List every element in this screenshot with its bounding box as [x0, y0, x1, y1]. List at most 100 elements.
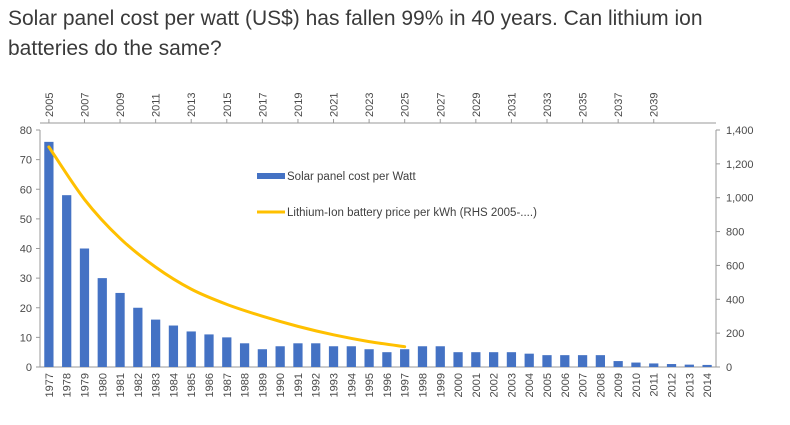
- left-axis-tick-label: 10: [20, 332, 32, 344]
- legend-label-solar: Solar panel cost per Watt: [287, 171, 416, 183]
- left-axis-tick-label: 80: [20, 125, 32, 137]
- top-axis-tick-label: 2027: [435, 93, 447, 117]
- left-axis-tick-label: 70: [20, 155, 32, 167]
- solar-bar: [400, 349, 410, 367]
- solar-bar: [506, 352, 517, 367]
- x-axis-tick-label: 1989: [257, 373, 269, 397]
- solar-bar: [417, 346, 428, 367]
- top-axis-tick-label: 2025: [400, 93, 412, 117]
- solar-bar: [133, 307, 143, 367]
- right-axis-tick-label: 200: [726, 328, 744, 340]
- x-axis-tick-label: 1986: [204, 373, 216, 397]
- chart-legend: Solar panel cost per Watt Lithium-Ion bat…: [257, 171, 537, 219]
- x-axis-tick-label: 2014: [702, 373, 714, 397]
- solar-bar: [222, 337, 232, 367]
- solar-bar: [275, 346, 285, 367]
- x-axis-tick-label: 2007: [578, 373, 590, 397]
- solar-bar: [435, 346, 445, 367]
- x-axis-tick-label: 1984: [168, 373, 180, 397]
- right-axis-tick-label: 1,000: [726, 193, 754, 205]
- solar-bar: [364, 349, 374, 367]
- right-axis-tick-label: 400: [726, 294, 744, 306]
- top-axis-tick-label: 2015: [222, 93, 234, 117]
- solar-bar: [542, 355, 552, 367]
- top-axis-tick-label: 2019: [293, 93, 305, 117]
- solar-bar: [471, 352, 481, 367]
- left-axis-tick-label: 30: [20, 273, 32, 285]
- top-axis-tick-label: 2039: [649, 93, 661, 117]
- x-axis-tick-label: 2002: [489, 373, 501, 397]
- line-series: [47, 145, 407, 349]
- top-axis-tick-label: 2021: [329, 93, 341, 117]
- solar-bar: [79, 248, 90, 367]
- solar-bar: [613, 361, 623, 367]
- right-axis-tick-label: 800: [726, 227, 744, 239]
- x-axis-tick-label: 1993: [329, 373, 341, 397]
- x-axis-tick-label: 2000: [453, 373, 465, 397]
- solar-bar: [186, 331, 196, 367]
- x-axis-tick-label: 1997: [400, 373, 412, 397]
- solar-bar: [62, 195, 72, 367]
- x-axis-tick-label: 2011: [649, 373, 661, 397]
- x-axis-tick-label: 2001: [471, 373, 483, 397]
- x-axis-tick-label: 2004: [524, 373, 536, 397]
- left-axis-tick-label: 40: [20, 244, 32, 256]
- solar-bar: [328, 346, 339, 367]
- top-axis-tick-label: 2013: [186, 93, 198, 117]
- top-axis-tick-label: 2007: [79, 93, 91, 117]
- left-axis-tick-label: 0: [26, 362, 32, 374]
- x-axis-tick-label: 1992: [311, 373, 323, 397]
- legend-label-battery: Lithium-Ion battery price per kWh (RHS 2…: [287, 207, 537, 219]
- solar-bar: [97, 278, 107, 367]
- x-axis-tick-label: 1980: [97, 373, 109, 397]
- solar-bar: [577, 355, 588, 367]
- x-axis-tick-label: 1990: [275, 373, 287, 397]
- solar-bar: [666, 364, 677, 367]
- left-axis-tick-label: 20: [20, 303, 32, 315]
- solar-bar: [311, 343, 321, 367]
- solar-bar: [239, 343, 250, 367]
- top-axis-tick-label: 2005: [44, 93, 56, 117]
- top-axis-tick-label: 2029: [471, 93, 483, 117]
- chart-title: Solar panel cost per watt (US$) has fall…: [8, 7, 703, 60]
- top-axis-tick-label: 2035: [578, 93, 590, 117]
- x-axis-tick-label: 2005: [542, 373, 554, 397]
- solar-bar: [524, 353, 534, 367]
- x-axis-tick-label: 2013: [684, 373, 696, 397]
- x-axis-tick-label: 1982: [133, 373, 145, 397]
- bar-series: [44, 141, 712, 367]
- left-axis-tick-label: 60: [20, 184, 32, 196]
- x-axis-tick-label: 2003: [506, 373, 518, 397]
- top-axis-tick-label: 2037: [613, 93, 625, 117]
- x-axis-tick-label: 1977: [44, 373, 56, 397]
- top-axis-tick-label: 2031: [506, 93, 518, 117]
- x-axis-tick-label: 1987: [222, 373, 234, 397]
- x-axis-tick-label: 1991: [293, 373, 305, 397]
- x-axis-tick-label: 1998: [417, 373, 429, 397]
- solar-bar: [382, 352, 392, 367]
- x-axis-tick-label: 1996: [382, 373, 394, 397]
- x-axis-tick-label: 2010: [631, 373, 643, 397]
- chart-axes: 0102030405060708002004006008001,0001,200…: [20, 93, 754, 398]
- solar-bar: [595, 355, 605, 367]
- x-axis-tick-label: 1995: [364, 373, 376, 397]
- x-axis-tick-label: 1978: [62, 373, 74, 397]
- solar-bar: [631, 362, 641, 367]
- solar-bar: [151, 319, 161, 367]
- solar-bar: [489, 352, 499, 367]
- solar-bar: [649, 363, 659, 367]
- x-axis-tick-label: 1985: [186, 373, 198, 397]
- solar-bar: [168, 325, 179, 367]
- solar-bar: [293, 343, 303, 367]
- solar-bar: [684, 364, 694, 367]
- solar-bar: [560, 355, 570, 367]
- right-axis-tick-label: 1,400: [726, 125, 754, 137]
- x-axis-tick-label: 1979: [79, 373, 91, 397]
- x-axis-tick-label: 1988: [240, 373, 252, 397]
- x-axis-tick-label: 2012: [667, 373, 679, 397]
- right-axis-tick-label: 600: [726, 260, 744, 272]
- x-axis-tick-label: 1983: [151, 373, 163, 397]
- solar-bar: [115, 292, 125, 367]
- top-axis-tick-label: 2023: [364, 93, 376, 117]
